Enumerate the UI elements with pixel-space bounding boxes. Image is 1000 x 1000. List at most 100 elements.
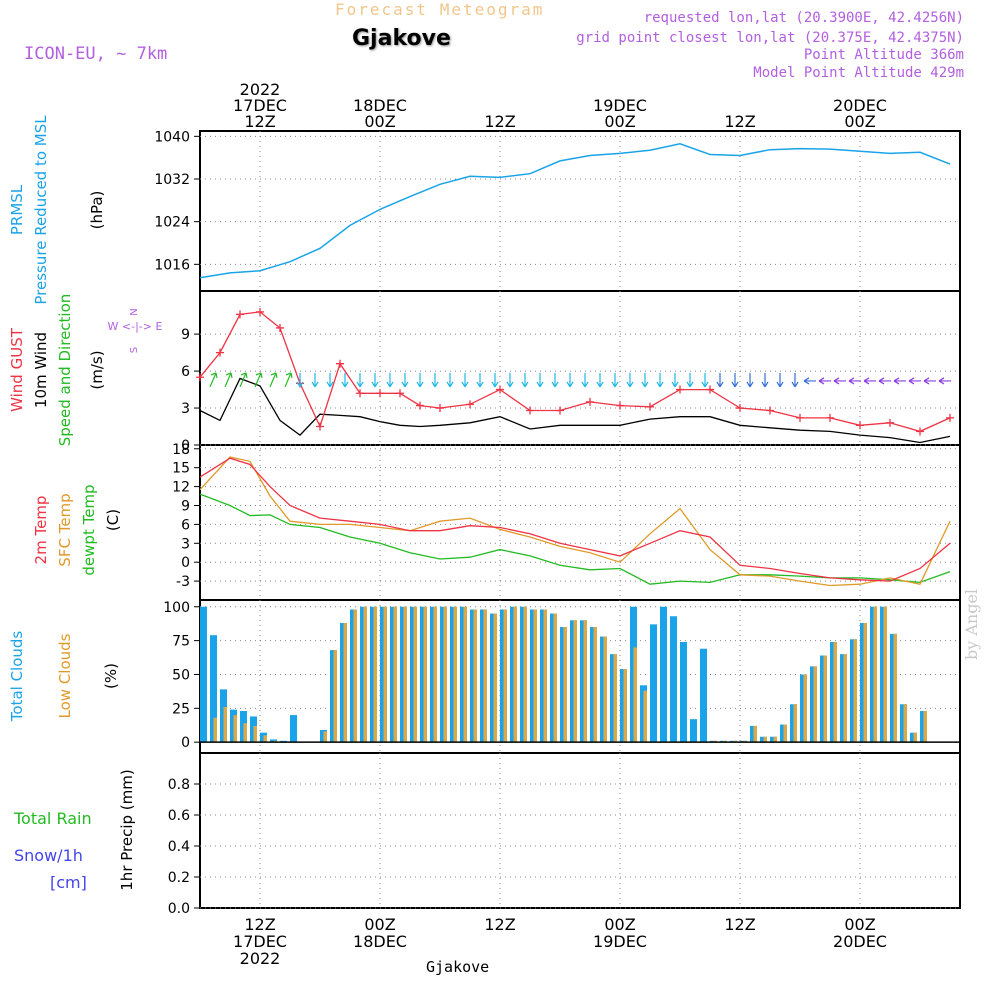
wind-gust-marker	[946, 413, 954, 422]
wind-direction-arrow	[356, 372, 364, 388]
top-time-label: 17DEC	[233, 96, 287, 115]
top-time-label: 12Z	[244, 112, 275, 131]
low-cloud-bar	[413, 606, 417, 743]
y-tick-label: -3	[176, 574, 190, 590]
low-cloud-bar	[463, 606, 467, 743]
low-cloud-bar	[543, 609, 547, 743]
y-tick-label: 0.0	[168, 901, 190, 917]
y-tick-label: 0	[181, 438, 190, 454]
wind-gust-marker	[646, 402, 654, 411]
y-tick-label: 0.8	[168, 777, 190, 793]
wind-direction-arrow	[566, 372, 574, 388]
precip-unit-label: 1hr Precip (mm)	[118, 769, 136, 890]
low-cloud-bar	[863, 623, 867, 743]
wind-direction-arrow	[611, 372, 619, 388]
panel-frame-5	[199, 752, 961, 909]
wind-direction-arrow	[746, 372, 754, 388]
wind-gust-marker	[886, 418, 894, 427]
wind-unit-label: (m/s)	[88, 350, 106, 389]
total-cloud-bar	[670, 616, 677, 743]
wind-direction-arrow	[878, 377, 891, 385]
top-time-label: 12Z	[484, 112, 515, 131]
low-cloud-bar	[553, 613, 557, 743]
wind-gust-marker	[436, 404, 444, 413]
pressure-unit-label: (hPa)	[88, 191, 106, 230]
wind-direction-arrow	[326, 372, 334, 388]
low-cloud-bar	[363, 606, 367, 743]
low-cloud-bar	[833, 641, 837, 743]
low-cloud-bar	[883, 606, 887, 743]
temp-unit-label: (C)	[104, 509, 122, 531]
wind-direction-arrow	[656, 372, 664, 388]
low-cloud-bar	[373, 606, 377, 743]
wind-direction-arrow	[893, 377, 906, 385]
total-cloud-bar	[650, 624, 657, 743]
wind-gust-marker	[766, 406, 774, 415]
y-tick-label: 1032	[154, 172, 190, 188]
y-tick-label: 3	[181, 401, 190, 417]
y-tick-label: 100	[163, 600, 190, 616]
wind-direction-arrow	[731, 372, 739, 388]
y-tick-label: 1024	[154, 215, 190, 231]
bottom-time-label: 17DEC	[233, 932, 287, 951]
low-cloud-bar	[563, 627, 567, 743]
y-tick-label: 1040	[154, 129, 190, 145]
low-cloud-bar	[893, 633, 897, 743]
y-tick-label: 12	[172, 480, 190, 496]
wind-direction-arrow	[476, 372, 484, 388]
low-cloud-bar	[533, 609, 537, 743]
wind-direction-arrow	[416, 372, 424, 388]
wind-direction-arrow	[371, 372, 379, 388]
wind-direction-arrow	[536, 372, 544, 388]
wind-direction-arrow	[311, 372, 319, 388]
low-cloud-bar	[603, 636, 607, 743]
low-cloud-bar	[633, 647, 637, 743]
wind-direction-arrow	[506, 372, 514, 388]
wind-gust-marker	[356, 389, 364, 398]
wind-gust-marker	[256, 307, 264, 316]
low-cloud-bar	[783, 724, 787, 743]
wind-direction-arrow	[938, 377, 951, 385]
dewpoint-side-label: dewpt Temp	[80, 484, 98, 575]
wind-direction-arrow	[341, 372, 349, 388]
prmsl-side-label: PRMSL	[8, 184, 26, 235]
wind-direction-arrow	[596, 372, 604, 388]
y-tick-label: 0	[181, 735, 190, 751]
bottom-time-label: 12Z	[244, 915, 275, 934]
wind-10m-side-label: 10m Wind	[32, 332, 50, 408]
wind-gust-marker	[236, 310, 244, 319]
wind-direction-arrow	[626, 372, 634, 388]
low-cloud-bar	[773, 736, 777, 743]
wind-gust-marker	[416, 401, 424, 410]
bottom-time-label: 00Z	[364, 915, 395, 934]
low-cloud-bar	[383, 606, 387, 743]
wind-direction-arrow	[239, 372, 248, 388]
wind-gust-marker	[336, 359, 344, 368]
wind-direction-arrow	[791, 372, 799, 388]
y-tick-label: 9	[181, 327, 190, 343]
y-tick-label: 1016	[154, 257, 190, 273]
low-cloud-bar	[483, 609, 487, 743]
wind-direction-arrow	[776, 372, 784, 388]
low-cloud-bar	[843, 654, 847, 743]
total-cloud-bar	[290, 715, 297, 743]
low-cloud-bar	[393, 606, 397, 743]
top-time-label: 12Z	[724, 112, 755, 131]
low-cloud-bar	[753, 725, 757, 743]
wind-direction-arrow	[521, 372, 529, 388]
requested-coords: requested lon,lat (20.3900E, 42.4256N)	[643, 10, 964, 26]
bottom-time-label: 00Z	[844, 915, 875, 934]
low-cloud-bar	[793, 704, 797, 743]
y-tick-label: 15	[172, 461, 190, 477]
low-cloud-bar	[643, 690, 647, 743]
wind-direction-arrow	[818, 377, 831, 385]
wind-speed-series-line	[199, 377, 951, 444]
low-cloud-bar	[593, 627, 597, 743]
top-time-label: 2022	[240, 80, 281, 99]
wind-compass-label: W <-|-> E	[108, 320, 163, 333]
wind-gust-marker	[586, 397, 594, 406]
wind-gust-marker	[556, 406, 564, 415]
wind-direction-arrow	[224, 372, 233, 388]
wind-direction-arrow	[581, 372, 589, 388]
